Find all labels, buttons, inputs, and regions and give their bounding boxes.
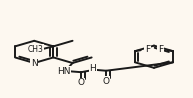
Text: HN: HN [57,67,71,76]
Text: CH3: CH3 [27,45,43,54]
Text: F: F [145,45,150,54]
Text: H: H [89,64,96,73]
Text: F: F [158,45,163,54]
Text: O: O [78,78,85,87]
Text: O: O [103,77,110,86]
Text: N: N [31,59,38,68]
